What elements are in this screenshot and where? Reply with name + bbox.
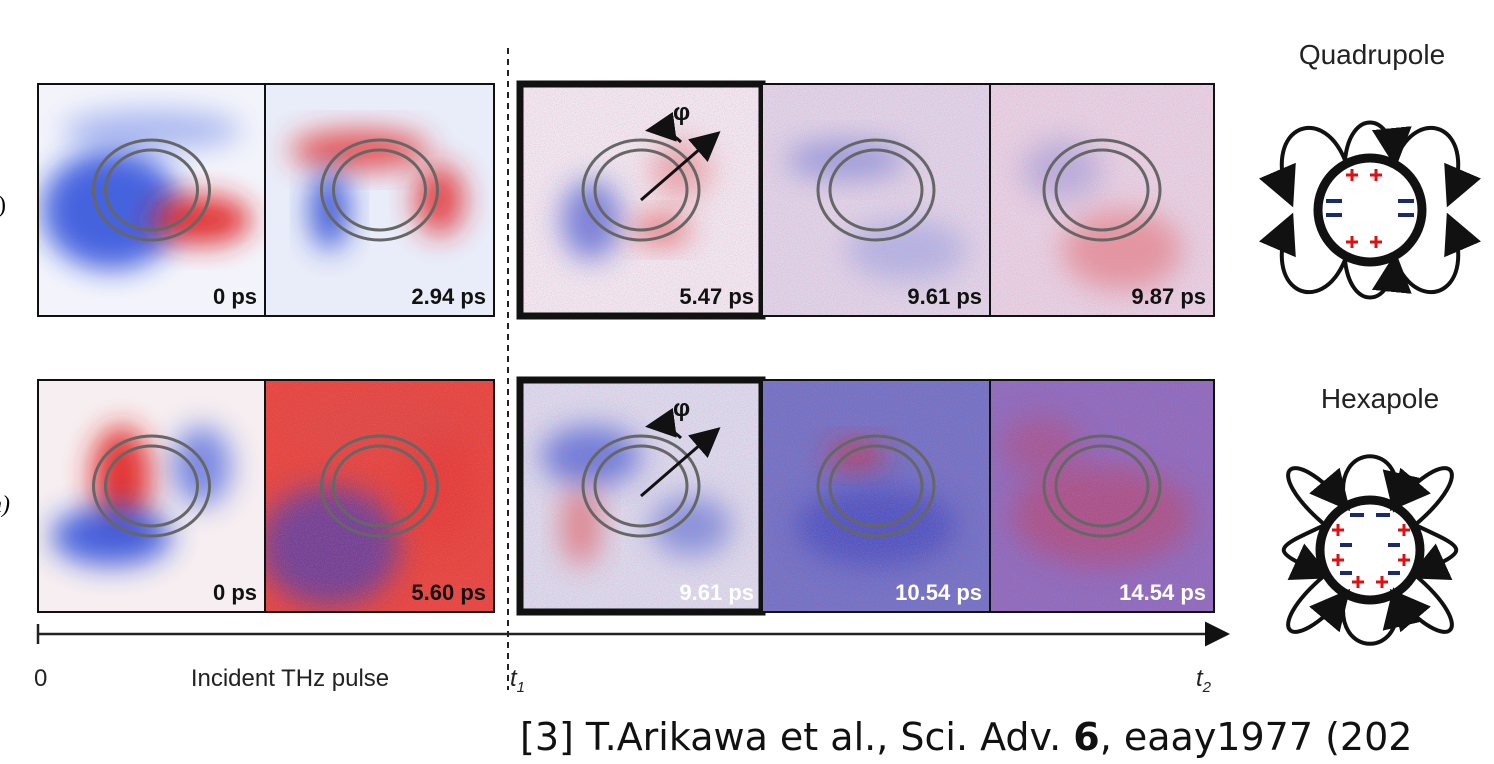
time-label: 2.94 ps bbox=[411, 284, 486, 309]
citation: [3] T.Arikawa et al., Sci. Adv. 6, eaay1… bbox=[520, 715, 1412, 759]
image-panel: 9.87 ps bbox=[990, 84, 1214, 316]
panel-content bbox=[38, 84, 265, 316]
noise bbox=[762, 84, 990, 316]
panels: 0 ps 2.94 ps 5.47 ps φ 9.61 ps 9.87 ps 0 ps 5.6… bbox=[38, 84, 1214, 612]
time-label: 14.54 ps bbox=[1119, 580, 1206, 605]
image-panel: 2.94 ps bbox=[265, 84, 494, 316]
panel-content bbox=[265, 84, 494, 316]
mode-title: Hexapole bbox=[1321, 383, 1439, 414]
time-label: 9.87 ps bbox=[1131, 284, 1206, 309]
time-label: 10.54 ps bbox=[895, 580, 982, 605]
image-panel: 5.60 ps bbox=[260, 380, 495, 612]
panel-content bbox=[990, 84, 1214, 316]
edge-label: ) bbox=[0, 192, 6, 218]
panel-content bbox=[990, 380, 1214, 612]
noise bbox=[265, 380, 494, 612]
field-blob bbox=[290, 130, 430, 170]
field-blob bbox=[310, 170, 350, 250]
time-label: 9.61 ps bbox=[907, 284, 982, 309]
panel-bg bbox=[38, 380, 265, 612]
time-label: 0 ps bbox=[213, 580, 257, 605]
axis-origin: 0 bbox=[34, 665, 47, 692]
noise bbox=[990, 84, 1214, 316]
phi-label: φ bbox=[673, 99, 690, 126]
image-panel: 9.61 ps φ bbox=[520, 380, 762, 612]
t1-sub: 1 bbox=[517, 679, 525, 696]
mode-title: Quadrupole bbox=[1299, 39, 1445, 70]
noise bbox=[990, 380, 1214, 612]
panel-content bbox=[260, 380, 495, 612]
citation-text: [3] T.Arikawa et al., Sci. Adv. bbox=[520, 715, 1073, 759]
t2: t2 bbox=[1196, 665, 1212, 696]
image-panel: 14.54 ps bbox=[990, 380, 1214, 612]
quadrupole-diagram bbox=[1282, 123, 1458, 298]
panel-content bbox=[38, 380, 265, 612]
field-blob bbox=[62, 110, 242, 150]
edge-label: h) bbox=[0, 492, 10, 518]
citation-text: , eaay1977 (202 bbox=[1100, 715, 1413, 759]
panel-content bbox=[762, 380, 990, 612]
t1: t1 bbox=[510, 665, 525, 696]
figure: 0 ps 2.94 ps 5.47 ps φ 9.61 ps 9.87 ps 0 ps 5.6… bbox=[0, 0, 1494, 764]
field-blob bbox=[172, 426, 232, 506]
axis-caption: Incident THz pulse bbox=[191, 665, 389, 692]
time-label: 0 ps bbox=[213, 284, 257, 309]
panel-content bbox=[762, 84, 990, 316]
image-panel: 9.61 ps bbox=[762, 84, 990, 316]
time-label: 5.47 ps bbox=[679, 284, 754, 309]
citation-volume: 6 bbox=[1073, 715, 1099, 759]
noise bbox=[762, 380, 990, 612]
hexapole-diagram bbox=[1284, 456, 1457, 644]
phi-label: φ bbox=[673, 395, 690, 422]
image-panel: 10.54 ps bbox=[762, 380, 990, 612]
image-panel: 5.47 ps φ bbox=[520, 84, 762, 316]
image-panel: 0 ps bbox=[38, 84, 265, 316]
time-label: 5.60 ps bbox=[411, 580, 486, 605]
t2-sub: 2 bbox=[1202, 679, 1212, 696]
time-label: 9.61 ps bbox=[679, 580, 754, 605]
image-panel: 0 ps bbox=[38, 380, 265, 612]
